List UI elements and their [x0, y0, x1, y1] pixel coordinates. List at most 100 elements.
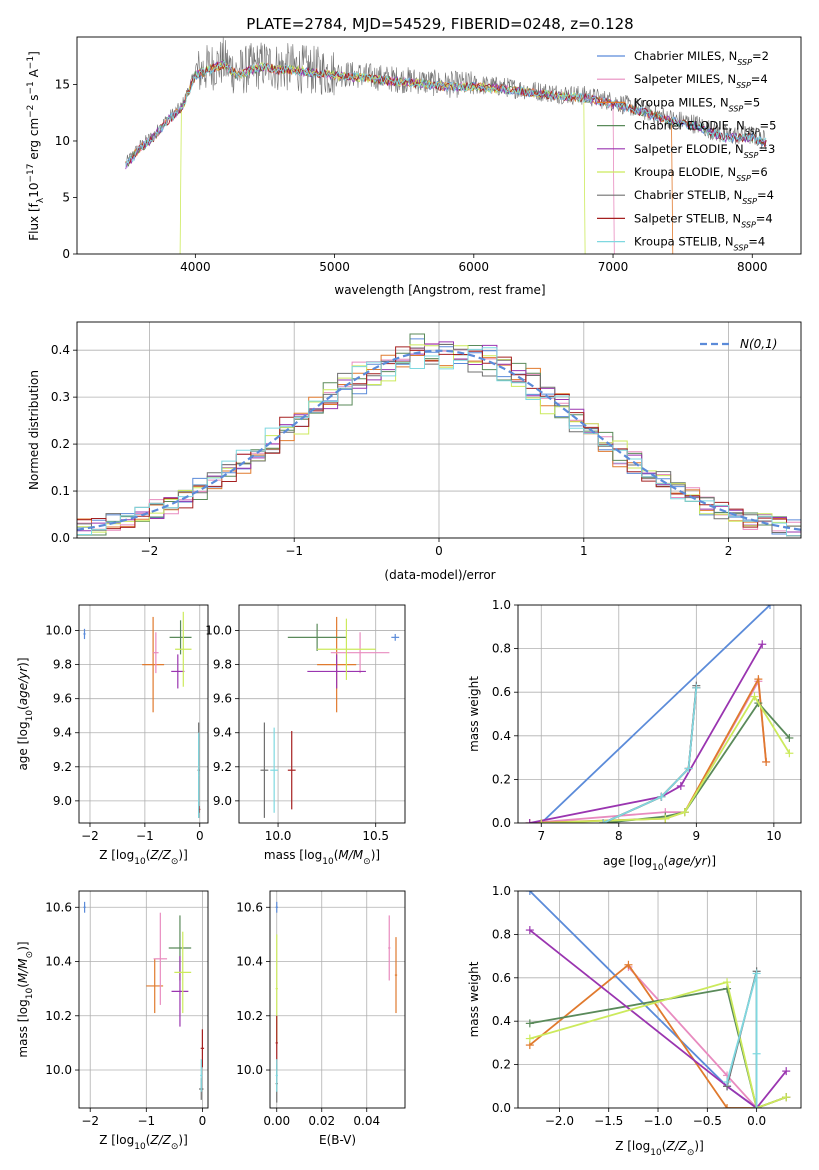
y-tick-label: 0: [62, 247, 70, 261]
series-line-4: [529, 929, 787, 1108]
y-tick-label: 9.6: [53, 692, 72, 706]
x-tick-label: 0.04: [353, 1114, 380, 1128]
x-tick-label: 0.0: [747, 1114, 766, 1128]
y-tick-label: 0.2: [51, 437, 70, 451]
plot-area: [518, 891, 801, 1108]
y-tick-label: 9.0: [213, 794, 232, 808]
y-axis-label: Normed distribution: [27, 370, 41, 490]
histogram-step-8: [77, 347, 801, 537]
x-axis-label: mass [log10(M/M⊙)]: [264, 848, 380, 867]
y-tick-label: 10.2: [45, 1009, 72, 1023]
x-tick-label: 10.0: [265, 829, 292, 843]
axes-frame: [76, 36, 802, 255]
axes-frame: [76, 321, 802, 539]
y-tick-label: 10.2: [236, 1009, 263, 1023]
y-tick-label: 9.4: [213, 726, 232, 740]
x-tick-label: 2: [725, 544, 733, 558]
axes-frame: [238, 604, 406, 824]
y-tick-label: 10.0: [45, 1063, 72, 1077]
y-tick-label: 10: [55, 134, 70, 148]
x-tick-label: −1.0: [643, 1114, 672, 1128]
y-axis-label: age [log10(age/yr)]: [16, 657, 35, 770]
x-tick-label: 8000: [737, 260, 768, 274]
legend-entry: Chabrier MILES, NSSP=2: [634, 49, 769, 67]
x-tick-label: −2.0: [545, 1114, 574, 1128]
legend-entry: Kroupa STELIB, NSSP=4: [634, 235, 765, 253]
series-line-0: [529, 891, 758, 1108]
x-tick-label: −2: [141, 544, 159, 558]
y-tick-label: 10.0: [205, 624, 232, 638]
x-tick-label: −2: [81, 829, 99, 843]
y-tick-label: 10.6: [236, 900, 263, 914]
x-tick-label: 6000: [459, 260, 490, 274]
x-tick-label: 0: [196, 829, 204, 843]
x-axis-label: Z [log10(Z/Z⊙)]: [99, 848, 188, 867]
x-tick-label: 10: [766, 829, 781, 843]
panel-mass-vs-Z: −2 −1 0 10.0 10.2 10.4 10.6 Z [log10(Z/Z⊙)] mass…: [16, 890, 209, 1152]
plot-area: [79, 891, 208, 1108]
axes-frame: [78, 604, 209, 824]
legend-entry: Kroupa ELODIE, NSSP=6: [634, 165, 768, 183]
x-axis-label: age [log10(age/yr)]: [603, 854, 716, 873]
x-tick-label: 0.02: [308, 1114, 335, 1128]
y-tick-label: 1.0: [492, 884, 511, 898]
series-line-4: [529, 643, 763, 823]
legend-entry: Salpeter STELIB, NSSP=4: [634, 211, 773, 229]
series-line-8: [726, 973, 758, 1108]
series-line-0: [540, 605, 771, 823]
panel-age-vs-Z: −2 −1 0 9.0 9.2 9.4 9.6 9.8 10.0 Z [log10(Z/Z⊙)] a…: [16, 604, 209, 867]
y-tick-label: 0.0: [492, 816, 511, 830]
y-tick-label: 9.2: [213, 760, 232, 774]
legend-entry: Kroupa MILES, NSSP=5: [634, 95, 760, 113]
y-tick-label: 0.2: [492, 772, 511, 786]
x-tick-label: −1: [136, 829, 154, 843]
spectrum-data-line: [125, 37, 767, 166]
y-tick-label: 10.6: [45, 900, 72, 914]
y-tick-label: 1.0: [492, 598, 511, 612]
y-tick-label: 9.2: [53, 760, 72, 774]
x-axis-label: E(B-V): [319, 1133, 356, 1147]
normal-curve: [77, 349, 801, 531]
legend-entry: Salpeter MILES, NSSP=4: [634, 72, 768, 90]
axes-frame: [269, 890, 406, 1109]
y-tick-label: 0.8: [492, 927, 511, 941]
x-tick-label: 8: [615, 829, 623, 843]
y-axis-label: mass [log10(M/M⊙)]: [16, 941, 35, 1057]
axes-frame: [517, 604, 802, 824]
y-tick-label: 0.4: [492, 1014, 511, 1028]
legend-entry: Salpeter ELODIE, NSSP=3: [634, 142, 775, 160]
x-tick-label: 5000: [319, 260, 350, 274]
plot-area: [239, 605, 405, 823]
x-axis-label: wavelength [Angstrom, rest frame]: [334, 283, 545, 297]
series-line-5: [529, 980, 787, 1108]
panel-mass-weight-vs-Z: −2.0 −1.5 −1.0 −0.5 0.0 0.0 0.2 0.4 0.6 0.8 1.0 Z […: [467, 884, 802, 1158]
y-tick-label: 9.8: [213, 658, 232, 672]
panel-spectrum: 4000 5000 6000 7000 8000 0 5 10 15 wavelength [An…: [26, 36, 802, 297]
x-tick-label: 0: [199, 1114, 207, 1128]
x-tick-label: 0.00: [263, 1114, 290, 1128]
y-tick-label: 15: [55, 77, 70, 91]
panel-residual-histogram: −2 −1 0 1 2 0.0 0.1 0.2 0.3 0.4 (data-model)/error…: [27, 321, 802, 582]
plot-area: [518, 605, 801, 823]
x-tick-label: 0: [435, 544, 443, 558]
y-axis-label: Flux [fλ10−17 erg cm−2 s−1 A−1]: [26, 51, 46, 241]
x-axis-label: Z [log10(Z/Z⊙)]: [99, 1133, 188, 1152]
y-tick-label: 10.0: [45, 624, 72, 638]
y-tick-label: 0.4: [51, 343, 70, 357]
x-axis-label: (data-model)/error: [384, 568, 495, 582]
plot-area: [79, 605, 208, 823]
y-axis-label: mass weight: [467, 676, 481, 752]
y-tick-label: 10.0: [236, 1063, 263, 1077]
y-tick-label: 10.4: [45, 955, 72, 969]
axes-frame: [78, 890, 209, 1109]
y-tick-label: 9.8: [53, 658, 72, 672]
series-line-8: [602, 687, 698, 823]
y-tick-label: 0.8: [492, 642, 511, 656]
plot-area: [125, 37, 767, 254]
x-tick-label: 1: [580, 544, 588, 558]
x-tick-label: 7000: [598, 260, 629, 274]
y-tick-label: 0.4: [492, 729, 511, 743]
x-tick-label: 10.5: [362, 829, 389, 843]
